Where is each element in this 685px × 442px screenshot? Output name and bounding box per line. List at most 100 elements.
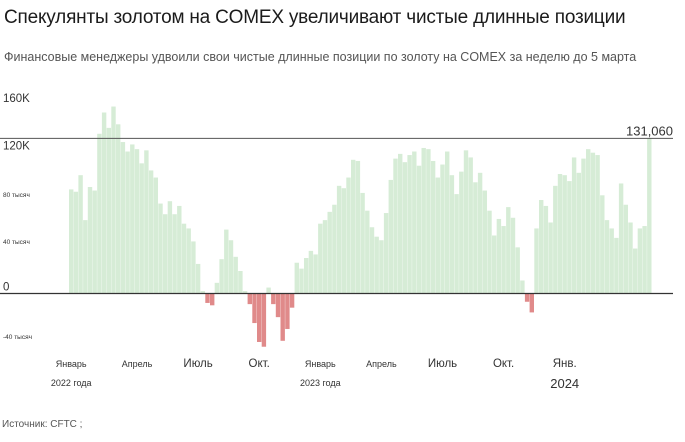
bar <box>78 175 83 294</box>
bars-layer <box>69 106 652 347</box>
bar <box>637 228 643 294</box>
bar <box>167 201 173 294</box>
reference-line-label: 131,060 <box>626 123 673 138</box>
bar <box>614 237 619 294</box>
bar <box>477 172 483 294</box>
x-tick-label: Январь <box>305 359 336 369</box>
bar <box>520 280 525 294</box>
bar <box>83 220 88 294</box>
bar <box>506 207 511 294</box>
bar <box>294 262 299 294</box>
y-tick-label: 120K <box>3 141 30 153</box>
bar <box>219 259 224 294</box>
bar <box>191 241 196 294</box>
bar <box>454 194 459 294</box>
x-tick-label: Июль <box>428 358 457 370</box>
bar <box>228 240 234 294</box>
bar <box>266 287 271 294</box>
bar <box>496 218 502 294</box>
bar <box>426 149 431 294</box>
bar <box>557 174 563 294</box>
bar <box>172 214 177 294</box>
bar <box>257 293 262 342</box>
bar <box>374 236 379 294</box>
axes-layer: 131,060 160K 120K 80 тысяч 40 тысяч 0 -40 тыся… <box>0 93 673 391</box>
bar <box>586 149 591 294</box>
bar <box>116 124 121 294</box>
bar <box>200 291 205 294</box>
bar <box>398 153 403 294</box>
bar <box>271 293 276 305</box>
y-tick-label: -40 тысяч <box>3 334 32 341</box>
bar <box>97 133 102 294</box>
bar <box>468 157 473 294</box>
bar <box>360 192 365 294</box>
chart-title: Спекулянты золотом на COMEX увеличивают … <box>4 7 626 28</box>
bar <box>440 164 445 294</box>
bar <box>459 171 464 294</box>
bar <box>351 159 356 294</box>
bar <box>407 155 412 294</box>
bar <box>435 177 440 294</box>
bar <box>139 163 144 294</box>
bar <box>163 214 168 294</box>
bar <box>553 185 558 294</box>
bar <box>628 222 633 294</box>
bar <box>336 185 342 294</box>
x-tick-label: Апрель <box>366 359 397 369</box>
y-tick-label: 40 тысяч <box>3 239 30 246</box>
bar <box>106 127 111 294</box>
bar <box>313 254 318 294</box>
bar <box>449 175 455 294</box>
bar <box>318 223 323 294</box>
source-note: Источник: CFTC ; <box>2 419 83 430</box>
bar <box>393 158 398 294</box>
bar <box>416 165 422 294</box>
x-tick-label: Янв. <box>553 358 577 370</box>
bar <box>153 177 158 294</box>
bar <box>524 293 530 302</box>
bar <box>567 181 572 294</box>
bar <box>125 151 130 294</box>
x-tick-label: Январь <box>56 359 87 369</box>
bar <box>322 220 328 294</box>
bar <box>275 293 281 318</box>
bar <box>355 160 361 294</box>
bar <box>473 182 478 294</box>
bar <box>181 223 187 294</box>
bar <box>642 226 647 294</box>
bar <box>214 282 220 294</box>
bar <box>304 257 309 294</box>
bar <box>233 256 238 294</box>
bar <box>158 203 163 294</box>
bar <box>252 293 257 324</box>
bar <box>247 293 252 305</box>
bar <box>111 106 116 294</box>
bar <box>177 205 182 294</box>
bar <box>421 147 426 294</box>
bar <box>299 268 304 294</box>
bar <box>186 228 191 294</box>
bar <box>365 210 370 294</box>
bar <box>529 293 534 313</box>
y-tick-label: 0 <box>3 281 9 293</box>
bar <box>388 179 393 294</box>
bar <box>609 228 614 294</box>
bar <box>332 204 337 294</box>
bar <box>482 190 487 294</box>
bar <box>515 247 520 294</box>
bar <box>445 151 450 294</box>
bar <box>341 188 346 294</box>
bar <box>562 175 567 294</box>
bar <box>510 217 516 294</box>
bar <box>383 213 389 294</box>
bar <box>430 160 436 294</box>
bar <box>633 248 638 294</box>
x-tick-label: Окт. <box>249 358 270 370</box>
bar <box>346 177 351 294</box>
bar <box>261 293 267 347</box>
bar <box>205 293 210 303</box>
bar <box>120 142 126 294</box>
bar <box>647 138 652 294</box>
